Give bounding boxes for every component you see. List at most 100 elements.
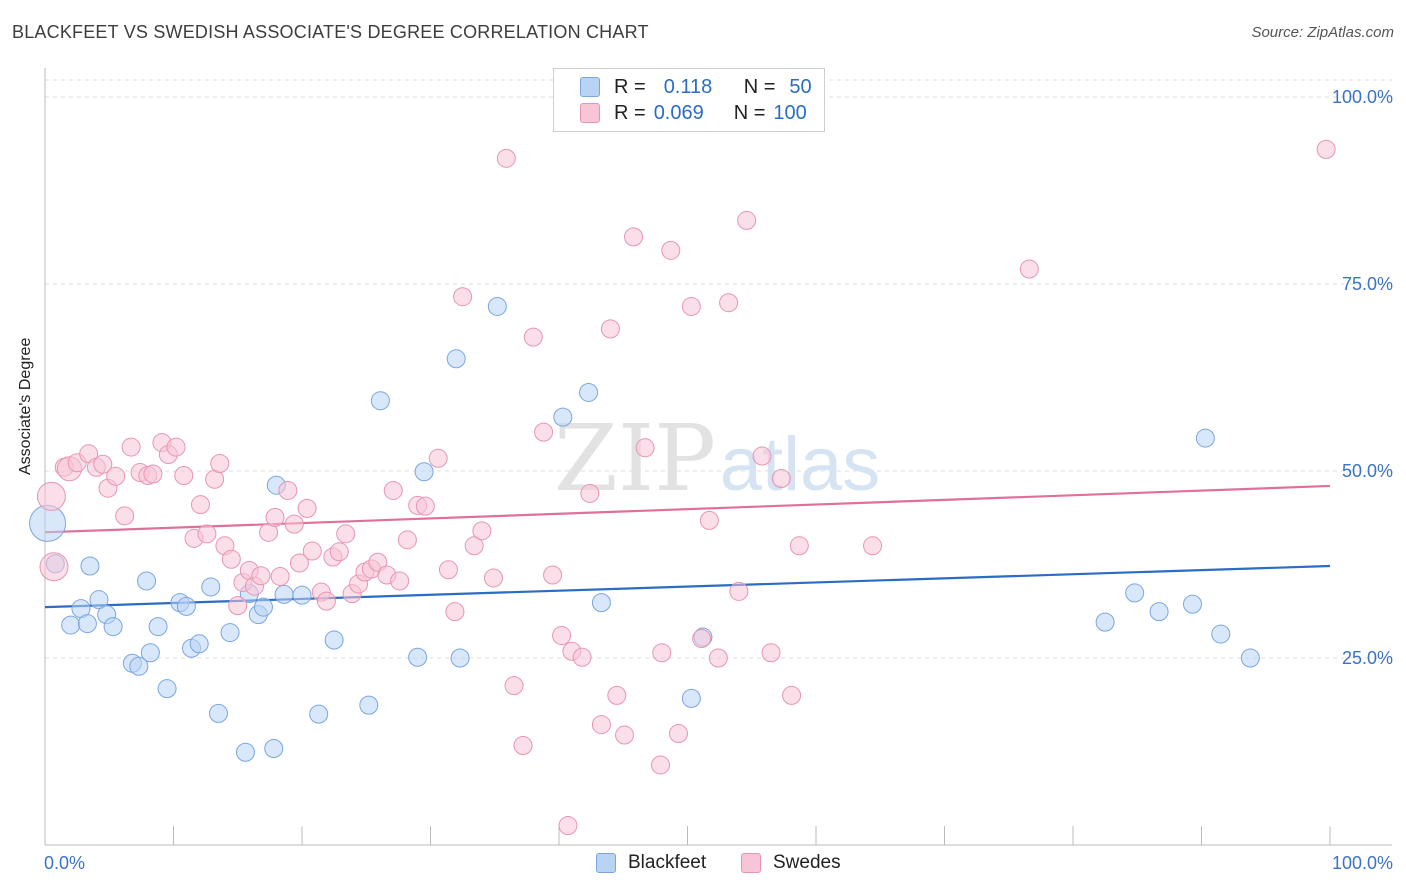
legend-item-blackfeet: Blackfeet: [596, 852, 706, 874]
point-swedes: [445, 602, 465, 622]
point-blackfeet: [1149, 602, 1169, 622]
point-swedes: [1316, 139, 1336, 159]
legend-swatch-blackfeet: [596, 853, 616, 873]
point-swedes: [453, 287, 473, 307]
point-blackfeet: [77, 614, 97, 634]
point-blackfeet: [80, 556, 100, 576]
legend-swatch-blackfeet: [580, 77, 600, 97]
point-blackfeet: [591, 593, 611, 613]
point-blackfeet: [292, 585, 312, 605]
legend-swatch-swedes: [580, 103, 600, 123]
point-blackfeet: [408, 647, 428, 667]
point-blackfeet: [446, 349, 466, 369]
source-label: Source: ZipAtlas.com: [1251, 24, 1394, 41]
point-swedes: [600, 319, 620, 339]
point-swedes: [669, 724, 689, 744]
point-swedes: [771, 468, 791, 488]
point-swedes: [464, 536, 484, 556]
legend-n-value: 100: [773, 101, 807, 124]
point-swedes: [265, 507, 285, 527]
point-blackfeet: [553, 407, 573, 427]
point-swedes: [789, 536, 809, 556]
point-blackfeet: [235, 742, 255, 762]
x-tick-label-max: 100.0%: [1332, 853, 1393, 873]
point-blackfeet: [157, 679, 177, 699]
trend-line-swedes: [44, 484, 1331, 534]
watermark-zip: ZIP: [554, 405, 716, 512]
point-blackfeet: [1183, 594, 1203, 614]
point-swedes: [39, 552, 69, 582]
point-blackfeet: [274, 584, 294, 604]
point-blackfeet: [220, 623, 240, 643]
point-blackfeet: [208, 703, 228, 723]
point-swedes: [190, 495, 210, 515]
axes: [44, 68, 1392, 846]
point-swedes: [383, 480, 403, 500]
point-swedes: [729, 581, 749, 601]
point-swedes: [737, 210, 757, 230]
legend-r-value: 0.069: [653, 101, 704, 124]
point-blackfeet: [148, 617, 168, 637]
point-blackfeet: [264, 739, 284, 759]
point-swedes: [523, 327, 543, 347]
point-swedes: [504, 676, 524, 696]
point-blackfeet: [450, 648, 470, 668]
point-swedes: [607, 685, 627, 705]
x-tick-label-min: 0.0%: [44, 853, 85, 873]
point-swedes: [106, 466, 126, 486]
y-tick-label: 50.0%: [1342, 461, 1393, 481]
legend-row-blackfeet: R = 0.118 N = 50: [580, 75, 812, 99]
point-swedes: [651, 755, 671, 775]
point-swedes: [681, 296, 701, 316]
point-blackfeet: [189, 634, 209, 654]
point-swedes: [428, 448, 448, 468]
point-swedes: [438, 560, 458, 580]
point-blackfeet: [201, 577, 221, 597]
point-blackfeet: [1095, 612, 1115, 632]
point-swedes: [397, 530, 417, 550]
point-swedes: [221, 549, 241, 569]
point-blackfeet: [1125, 583, 1145, 603]
point-blackfeet: [681, 688, 701, 708]
point-swedes: [472, 521, 492, 541]
point-blackfeet: [324, 630, 344, 650]
point-blackfeet: [176, 596, 196, 616]
point-blackfeet: [89, 590, 109, 610]
point-swedes: [415, 496, 435, 516]
watermark-atlas: atlas: [720, 422, 881, 507]
point-swedes: [863, 536, 883, 556]
point-swedes: [708, 648, 728, 668]
point-swedes: [228, 596, 248, 616]
point-swedes: [1019, 259, 1039, 279]
point-blackfeet: [1211, 624, 1231, 644]
point-swedes: [572, 647, 592, 667]
legend-label-swedes: Swedes: [773, 852, 841, 873]
y-tick-label: 75.0%: [1342, 274, 1393, 294]
data-points: [29, 139, 1336, 836]
point-swedes: [297, 498, 317, 518]
point-swedes: [166, 437, 186, 457]
point-swedes: [289, 553, 309, 573]
point-swedes: [316, 591, 336, 611]
legend-n-label: N =: [733, 101, 766, 124]
point-blackfeet: [309, 704, 329, 724]
point-swedes: [699, 510, 719, 530]
point-blackfeet: [579, 382, 599, 402]
point-swedes: [210, 454, 230, 474]
point-blackfeet: [29, 504, 67, 542]
point-blackfeet: [129, 656, 149, 676]
point-blackfeet: [61, 615, 81, 635]
point-blackfeet: [137, 571, 157, 591]
point-swedes: [558, 816, 578, 836]
point-swedes: [761, 643, 781, 663]
series-legend: Blackfeet Swedes: [0, 852, 1406, 876]
legend-n-label: N =: [743, 75, 776, 98]
point-swedes: [513, 736, 533, 756]
tick-labels: 25.0% 50.0% 75.0% 100.0% 0.0% 100.0%: [44, 87, 1393, 873]
point-swedes: [251, 566, 271, 586]
y-axis-label: Associate's Degree: [17, 337, 34, 475]
point-swedes: [635, 438, 655, 458]
point-swedes: [36, 481, 66, 511]
point-swedes: [580, 483, 600, 503]
